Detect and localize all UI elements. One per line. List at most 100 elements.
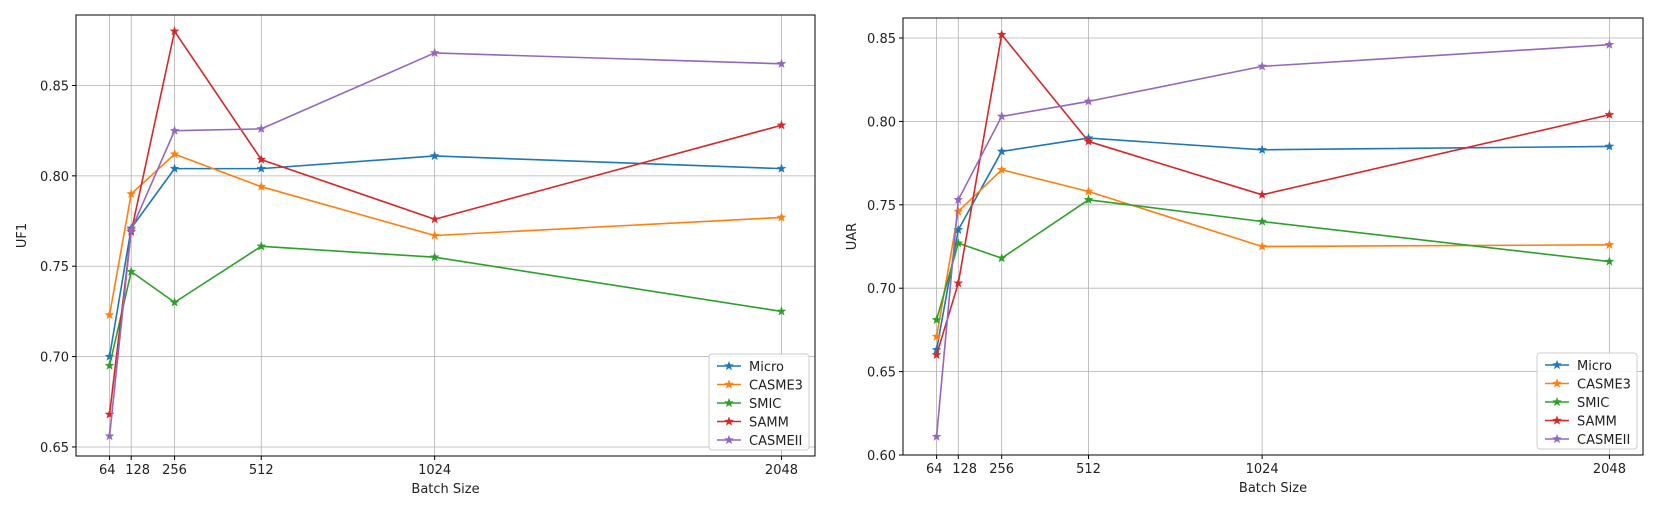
series-smic (104, 241, 787, 370)
data-point (169, 148, 180, 159)
data-point (1604, 239, 1615, 250)
legend: Micro CASME3 SMIC SAMM CASMEII (708, 353, 810, 451)
y-tick-label: 0.60 (867, 449, 896, 464)
data-point (256, 163, 267, 173)
y-tick-label: 0.65 (867, 366, 896, 381)
data-point (126, 224, 137, 235)
x-tick-label: 512 (249, 463, 274, 478)
legend-label: SAMM (749, 416, 789, 431)
legend-marker (1552, 378, 1562, 388)
y-tick-label: 0.80 (867, 115, 896, 130)
series-samm (931, 29, 1615, 360)
legend-item: CASME3 (1545, 378, 1631, 393)
data-point (256, 181, 267, 191)
uf1-chart: 64 128 256 512 1024 2048 Batch Size 0.65 0.70 0.7… (15, 14, 816, 497)
data-point (1083, 96, 1094, 106)
x-tick-label: 1024 (1246, 462, 1279, 477)
data-point (1604, 39, 1615, 49)
x-tick-label: 1024 (418, 463, 451, 478)
data-point (996, 146, 1007, 156)
legend-marker (724, 434, 734, 445)
data-point (104, 430, 115, 441)
legend-box (1536, 352, 1638, 450)
legend-marker (1552, 359, 1562, 370)
y-tick-label: 0.75 (40, 260, 69, 275)
legend-label: SMIC (749, 397, 781, 412)
data-point (429, 252, 440, 262)
x-tick-label: 256 (989, 462, 1014, 477)
x-axis: 64 128 256 512 1024 2048 (926, 455, 1626, 477)
data-point (996, 111, 1007, 121)
x-tick-label: 2048 (1593, 462, 1626, 477)
data-point (429, 150, 440, 161)
data-point (1257, 216, 1268, 226)
legend-item: CASMEII (1545, 433, 1630, 448)
data-point (169, 125, 180, 135)
y-tick-label: 0.65 (40, 441, 69, 456)
series-line (108, 153, 782, 316)
x-axis-label: Batch Size (1239, 481, 1307, 496)
data-point (126, 266, 137, 276)
y-axis-label: UF1 (15, 223, 30, 248)
series-line (935, 199, 1610, 321)
series-smic (931, 194, 1615, 325)
x-axis-label: Batch Size (411, 482, 479, 497)
series-line (108, 245, 782, 366)
legend-label: CASME3 (1577, 378, 1631, 393)
x-tick-label: 64 (99, 463, 116, 478)
series-line (935, 137, 1610, 351)
legend-marker (1552, 433, 1562, 444)
data-point (256, 241, 267, 251)
uar-chart: 64 128 256 512 1024 2048 Batch Size 0.60 0.65 0.7… (845, 17, 1644, 496)
legend-item: SAMM (1545, 415, 1617, 430)
legend-label: SAMM (1577, 415, 1617, 430)
x-tick-label: 2048 (765, 463, 798, 478)
axes-frame (75, 14, 816, 457)
legend-marker (724, 416, 734, 426)
data-point (931, 331, 942, 341)
data-point (1257, 144, 1268, 154)
series-micro (104, 150, 787, 361)
data-point (776, 58, 787, 68)
data-point (1257, 189, 1268, 199)
grid (903, 18, 1643, 456)
data-point (1083, 136, 1094, 146)
data-point (429, 214, 440, 224)
x-tick-label: 128 (952, 462, 977, 477)
data-point (1604, 109, 1615, 119)
legend-marker (724, 397, 734, 408)
data-point (953, 278, 964, 288)
data-point (104, 360, 115, 370)
data-point (256, 123, 267, 134)
series-line (935, 33, 1610, 356)
y-tick-label: 0.80 (40, 170, 69, 185)
legend-marker (724, 360, 734, 371)
data-point (126, 188, 137, 199)
data-point (996, 29, 1007, 39)
y-axis: 0.60 0.65 0.70 0.75 0.80 0.85 (867, 32, 903, 464)
legend-marker (1552, 415, 1562, 425)
x-tick-label: 128 (125, 463, 150, 478)
data-point (931, 431, 942, 441)
legend-label: SMIC (1577, 396, 1609, 411)
series-micro (931, 132, 1615, 355)
series-line (935, 43, 1610, 437)
data-point (429, 47, 440, 58)
data-point (169, 297, 180, 307)
x-tick-label: 256 (162, 463, 187, 478)
data-point (776, 306, 787, 316)
data-point (104, 409, 115, 419)
y-tick-label: 0.70 (40, 351, 69, 366)
legend-item: CASME3 (717, 379, 803, 394)
data-point (953, 194, 964, 205)
y-tick-label: 0.85 (40, 79, 69, 94)
data-point (996, 164, 1007, 174)
series-casmeii (104, 47, 787, 441)
data-point (1083, 194, 1094, 205)
data-point (1083, 186, 1094, 196)
data-point (169, 163, 180, 173)
legend-label: Micro (1577, 359, 1612, 374)
legend-label: CASMEII (749, 434, 802, 449)
data-point (1604, 256, 1615, 266)
